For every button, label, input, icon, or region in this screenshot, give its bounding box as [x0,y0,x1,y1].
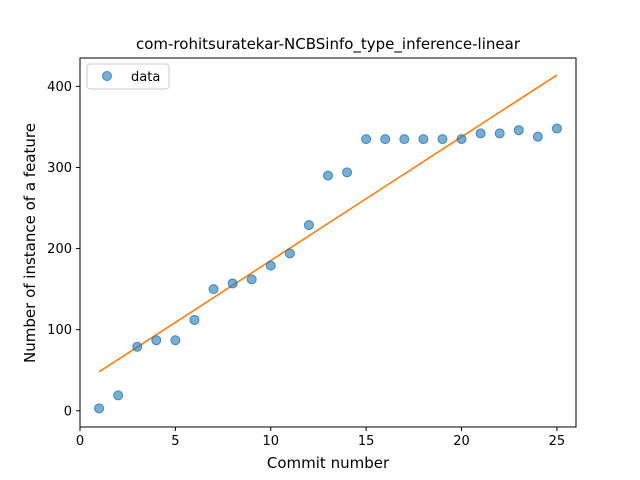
fit-line [98,74,558,373]
data-point [170,335,181,346]
x-tick-label: 0 [76,434,84,449]
y-tick-label: 300 [47,161,72,176]
data-point [342,167,353,178]
data-point [94,403,105,414]
x-tick-label: 10 [262,434,279,449]
data-point [513,125,524,136]
data-point [475,128,486,139]
data-point [246,274,257,285]
data-point [208,284,219,295]
x-axis-label: Commit number [267,454,390,472]
x-axis-ticks: 0 5 10 15 20 25 [76,427,565,449]
data-point [113,390,124,401]
data-point [323,170,333,181]
data-point [532,131,543,142]
data-point [418,134,429,145]
y-tick-label: 100 [47,323,72,338]
legend-label-data: data [131,70,160,85]
data-point [132,341,143,352]
legend-marker [102,71,112,81]
chart-title: com-rohitsuratekar-NCBSinfo_type_inferen… [136,35,521,54]
y-tick-label: 200 [47,242,72,257]
plot-area [79,57,577,428]
x-tick-label: 15 [358,434,375,449]
data-point [361,134,372,145]
y-axis-ticks: 0 100 200 300 400 [47,80,80,419]
data-point [494,128,505,139]
data-point [437,134,448,145]
legend: data [86,63,170,90]
data-point [265,260,276,271]
data-point [551,123,562,134]
data-point [227,278,238,289]
x-tick-label: 5 [171,434,179,449]
y-tick-label: 0 [64,404,72,419]
data-point [189,314,200,325]
x-tick-label: 25 [549,434,566,449]
x-tick-label: 20 [453,434,470,449]
legend-box [86,63,170,90]
y-axis-label: Number of instance of a feature [21,123,39,363]
data-point [380,134,391,145]
data-point [151,335,162,346]
data-point [284,248,295,259]
data-point [456,134,467,145]
axes-frame [79,57,577,428]
data-point [399,134,410,145]
y-tick-label: 400 [47,80,72,95]
data-point [303,220,314,231]
